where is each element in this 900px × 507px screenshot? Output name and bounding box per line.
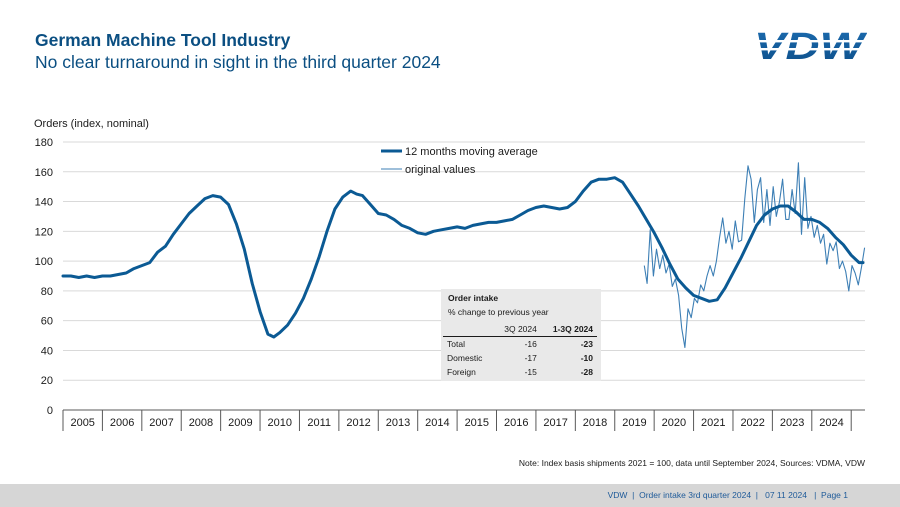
x-tick-label: 2020 [662, 417, 686, 429]
y-tick-label: 60 [41, 316, 53, 328]
y-tick-label: 140 [35, 197, 53, 209]
cell-ytd: -23 [580, 339, 593, 349]
row-label: Total [447, 339, 465, 349]
footer-text: VDW | Order intake 3rd quarter 2024 | 07… [607, 490, 848, 500]
footer-bar: VDW | Order intake 3rd quarter 2024 | 07… [0, 484, 900, 507]
table-subtitle: % change to previous year [448, 307, 549, 317]
series-lines [61, 162, 866, 349]
x-tick-label: 2016 [504, 417, 528, 429]
row-label: Foreign [447, 367, 476, 377]
footer-page: Page 1 [821, 490, 848, 500]
vdw-logo: VDW [752, 28, 867, 64]
x-tick-label: 2011 [307, 417, 331, 429]
y-ticks: 0 20 40 60 80 100 120 140 160 180 [35, 137, 53, 417]
table-row: Total -16 -23 [443, 337, 597, 352]
x-tick-label: 2023 [780, 417, 804, 429]
x-tick-label: 2018 [583, 417, 607, 429]
y-tick-label: 180 [35, 137, 53, 149]
series-original-values [643, 162, 866, 349]
col-header-ytd: 1-3Q 2024 [552, 324, 593, 334]
y-tick-label: 160 [35, 167, 53, 179]
cell-ytd: -10 [580, 353, 593, 363]
logo-text: VDW [754, 28, 867, 64]
footer-doc: Order intake 3rd quarter 2024 [639, 490, 752, 500]
x-tick-label: 2022 [740, 417, 764, 429]
x-tick-label: 2021 [701, 417, 725, 429]
source-note: Note: Index basis shipments 2021 = 100, … [518, 458, 865, 468]
cell-ytd: -28 [580, 367, 593, 377]
y-axis-label: Orders (index, nominal) [34, 118, 149, 130]
footer-org: VDW [607, 490, 628, 500]
x-tick-label: 2014 [425, 417, 449, 429]
x-tick-label: 2012 [346, 417, 370, 429]
legend-label-orig: original values [405, 164, 476, 176]
legend: 12 months moving average original values [381, 146, 538, 176]
col-header-q3: 3Q 2024 [504, 324, 537, 334]
x-tick-label: 2010 [268, 417, 292, 429]
legend-label-ma: 12 months moving average [405, 146, 538, 158]
y-tick-label: 120 [35, 226, 53, 238]
x-tick-label: 2006 [110, 417, 134, 429]
cell-q3: -16 [524, 339, 537, 349]
cell-q3: -15 [524, 367, 537, 377]
x-tick-label: 2015 [465, 417, 489, 429]
x-tick-label: 2008 [189, 417, 213, 429]
cell-q3: -17 [524, 353, 537, 363]
x-tick-label: 2007 [149, 417, 173, 429]
table-corner [443, 322, 494, 337]
x-tick-label: 2013 [386, 417, 410, 429]
page-title: German Machine Tool Industry [35, 30, 291, 50]
x-tick-label: 2005 [70, 417, 94, 429]
x-tick-label: 2009 [228, 417, 252, 429]
row-label: Domestic [447, 353, 483, 363]
y-tick-label: 40 [41, 345, 53, 357]
x-tick-label: 2017 [543, 417, 567, 429]
x-tick-label: 2019 [622, 417, 646, 429]
table-row: Domestic -17 -10 [443, 351, 597, 365]
series-moving-average [61, 176, 865, 339]
x-axis: 2005 2006 2007 2008 2009 2010 2011 2012 2013 2014… [62, 409, 865, 431]
footer-date: 07 11 2024 [765, 490, 808, 500]
y-tick-label: 20 [41, 375, 53, 387]
table-title: Order intake [448, 293, 499, 303]
table-row: Foreign -15 -28 [443, 365, 597, 379]
order-intake-table: Order intake % change to previous year 3… [441, 289, 601, 381]
x-tick-label: 2024 [819, 417, 843, 429]
y-tick-label: 0 [47, 405, 53, 417]
y-tick-label: 80 [41, 286, 53, 298]
y-tick-label: 100 [35, 256, 53, 268]
page-subtitle: No clear turnaround in sight in the thir… [35, 52, 441, 72]
